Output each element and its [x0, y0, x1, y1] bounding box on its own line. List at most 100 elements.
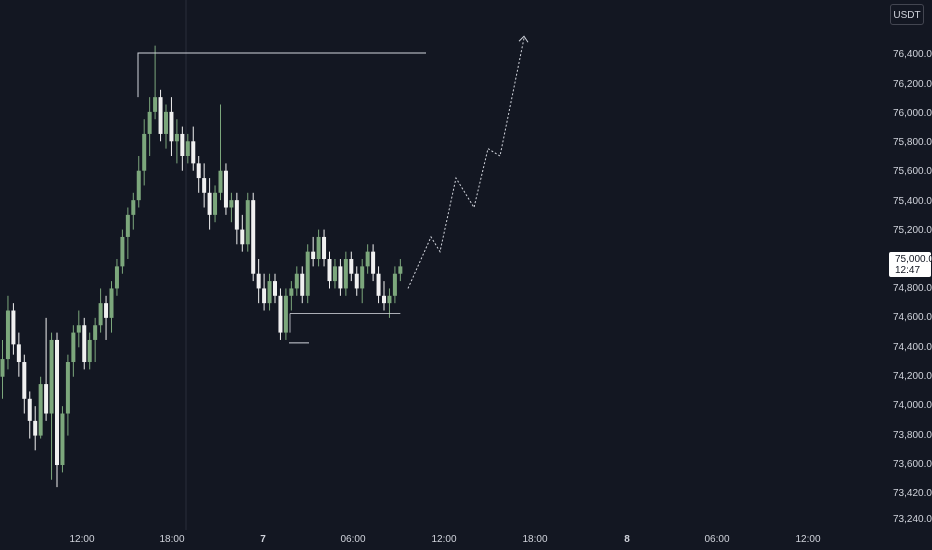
- x-tick-label: 12:00: [431, 534, 456, 545]
- candle-up: [93, 325, 98, 340]
- y-tick-label: 76,000.0: [893, 108, 932, 119]
- candle-down: [33, 420, 38, 436]
- candle-down: [256, 273, 261, 289]
- candle-down: [262, 288, 267, 304]
- candle-up: [5, 310, 10, 360]
- candle-down: [278, 295, 283, 333]
- candle-up: [387, 295, 392, 304]
- candle-up: [289, 288, 294, 296]
- candle-up: [365, 251, 370, 267]
- currency-button[interactable]: USDT: [890, 4, 924, 25]
- candle-up: [305, 251, 310, 296]
- candle-down: [44, 384, 49, 414]
- candle-up: [76, 325, 81, 333]
- candle-up: [218, 170, 223, 193]
- candle-up: [0, 359, 5, 377]
- candle-down: [354, 273, 359, 289]
- y-tick-label: 75,600.0: [893, 166, 932, 177]
- candle-up: [283, 295, 288, 333]
- candle-up: [153, 97, 158, 112]
- candle-up: [142, 133, 147, 171]
- y-tick-label: 73,420.0: [893, 488, 932, 499]
- candle-down: [104, 303, 109, 318]
- x-tick-label: 18:00: [522, 534, 547, 545]
- y-tick-label: 74,000.0: [893, 400, 932, 411]
- current-price-value: 75,000.0: [895, 254, 932, 265]
- candle-up: [164, 111, 168, 134]
- y-tick-label: 73,800.0: [893, 430, 932, 441]
- candle-down: [169, 111, 174, 142]
- x-tick-label: 12:00: [69, 534, 94, 545]
- candle-up: [294, 273, 299, 289]
- y-tick-label: 74,600.0: [893, 312, 932, 323]
- x-tick-label: 06:00: [340, 534, 365, 545]
- y-tick-label: 73,240.0: [893, 514, 932, 525]
- candle-up: [245, 200, 250, 245]
- candle-up: [147, 111, 152, 134]
- candle-down: [191, 141, 196, 164]
- candle-up: [49, 339, 54, 414]
- projection-arrow-icon: [518, 35, 529, 43]
- candle-down: [338, 266, 343, 289]
- candle-down: [311, 251, 316, 260]
- y-tick-label: 74,800.0: [893, 283, 932, 294]
- y-tick-label: 73,600.0: [893, 459, 932, 470]
- candle-up: [316, 236, 321, 260]
- x-tick-label: 06:00: [704, 534, 729, 545]
- candle-down: [371, 251, 376, 274]
- y-tick-label: 74,400.0: [893, 342, 932, 353]
- candle-countdown: 12:47: [895, 265, 921, 276]
- candle-down: [234, 200, 239, 230]
- candle-up: [332, 266, 337, 282]
- candle-down: [16, 344, 21, 363]
- candle-down: [22, 362, 27, 399]
- candle-down: [349, 259, 354, 274]
- candle-down: [202, 178, 207, 193]
- candle-up: [392, 273, 397, 296]
- candle-up: [131, 200, 136, 215]
- y-tick-label: 75,400.0: [893, 196, 932, 207]
- projection-path: [407, 38, 525, 289]
- y-tick-label: 76,200.0: [893, 79, 932, 90]
- candle-down: [180, 133, 185, 157]
- candle-down: [273, 281, 277, 296]
- resistance-level-line: [137, 52, 426, 98]
- candle-up: [98, 303, 103, 326]
- candle-down: [223, 170, 228, 208]
- candle-up: [360, 266, 365, 289]
- candle-up: [125, 214, 130, 237]
- x-tick-label: 7: [260, 534, 266, 545]
- candle-up: [71, 332, 76, 363]
- candle-up: [65, 362, 70, 414]
- candle-down: [376, 273, 381, 296]
- candle-up: [267, 281, 272, 304]
- y-tick-label: 74,200.0: [893, 371, 932, 382]
- candle-up: [398, 266, 403, 274]
- candle-down: [82, 325, 87, 363]
- candle-down: [251, 200, 256, 274]
- candle-down: [55, 339, 59, 466]
- candle-up: [120, 236, 125, 267]
- candle-up: [185, 141, 190, 157]
- candle-up: [136, 170, 141, 201]
- candle-down: [27, 398, 32, 421]
- candle-up: [174, 133, 179, 142]
- candle-up: [38, 384, 43, 436]
- candle-down: [11, 310, 16, 345]
- candle-down: [327, 259, 332, 282]
- x-tick-label: 8: [624, 534, 630, 545]
- y-tick-label: 75,800.0: [893, 137, 932, 148]
- y-tick-label: 76,400.0: [893, 49, 932, 60]
- candle-down: [158, 97, 163, 134]
- x-tick-label: 12:00: [795, 534, 820, 545]
- candle-up: [213, 192, 218, 215]
- candle-up: [114, 266, 119, 289]
- candle-down: [382, 295, 386, 304]
- y-tick-label: 75,200.0: [893, 225, 932, 236]
- candle-up: [109, 288, 114, 318]
- candle-down: [240, 229, 245, 245]
- candle-up: [60, 413, 65, 466]
- current-price-label: 75,000.0 12:47: [889, 252, 932, 277]
- candle-down: [322, 236, 327, 260]
